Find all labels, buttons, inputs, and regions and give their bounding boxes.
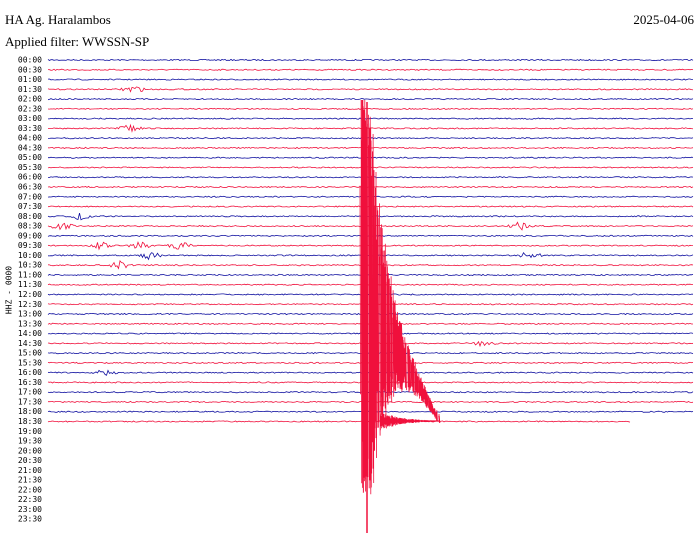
row-label: 05:30: [18, 163, 42, 172]
row-label: 14:00: [18, 329, 42, 338]
row-label: 08:00: [18, 212, 42, 221]
row-label: 21:00: [18, 466, 42, 475]
station-title: HA Ag. Haralambos: [5, 12, 111, 27]
row-label: 15:00: [18, 349, 42, 358]
row-label: 04:30: [18, 143, 42, 152]
filter-label: Applied filter: WWSSN-SP: [5, 34, 149, 49]
row-label: 06:00: [18, 173, 42, 182]
row-label: 11:30: [18, 280, 42, 289]
row-label: 00:30: [18, 65, 42, 74]
row-label: 15:30: [18, 358, 42, 367]
row-label: 09:00: [18, 231, 42, 240]
row-label: 13:00: [18, 310, 42, 319]
trace: [47, 98, 694, 101]
row-label: 23:30: [18, 515, 42, 524]
row-label: 08:30: [18, 222, 42, 231]
trace: [47, 107, 694, 110]
row-label: 16:30: [18, 378, 42, 387]
row-label: 03:00: [18, 114, 42, 123]
row-label: 02:00: [18, 95, 42, 104]
traces: [47, 58, 694, 533]
row-label: 12:00: [18, 290, 42, 299]
date: 2025-04-06: [633, 12, 694, 27]
row-label: 11:00: [18, 270, 42, 279]
row-label: 21:30: [18, 476, 42, 485]
row-label: 23:00: [18, 505, 42, 514]
row-label: 19:30: [18, 437, 42, 446]
row-label: 05:00: [18, 153, 42, 162]
trace: [47, 68, 694, 71]
row-label: 22:30: [18, 495, 42, 504]
trace: [47, 78, 694, 81]
row-label: 07:30: [18, 202, 42, 211]
row-label: 20:00: [18, 446, 42, 455]
trace: [47, 420, 631, 423]
row-label: 00:00: [18, 56, 42, 65]
row-label: 18:30: [18, 417, 42, 426]
trace: [47, 58, 694, 62]
row-label: 16:00: [18, 368, 42, 377]
row-label: 01:00: [18, 75, 42, 84]
row-label: 12:30: [18, 300, 42, 309]
row-label: 02:30: [18, 104, 42, 113]
row-label: 17:00: [18, 388, 42, 397]
row-label: 06:30: [18, 183, 42, 192]
axis-label: HHZ - 0000: [5, 266, 14, 314]
row-label: 14:30: [18, 339, 42, 348]
row-label: 10:30: [18, 261, 42, 270]
row-label: 17:30: [18, 397, 42, 406]
event-waveform: [359, 99, 441, 495]
row-label: 19:00: [18, 427, 42, 436]
row-label: 01:30: [18, 85, 42, 94]
row-label: 07:00: [18, 192, 42, 201]
row-label: 10:00: [18, 251, 42, 260]
trace: [47, 86, 694, 93]
row-label: 04:00: [18, 134, 42, 143]
row-label: 03:30: [18, 124, 42, 133]
row-label: 22:00: [18, 485, 42, 494]
row-label: 18:00: [18, 407, 42, 416]
row-label: 13:30: [18, 319, 42, 328]
row-label: 20:30: [18, 456, 42, 465]
row-label: 09:30: [18, 241, 42, 250]
